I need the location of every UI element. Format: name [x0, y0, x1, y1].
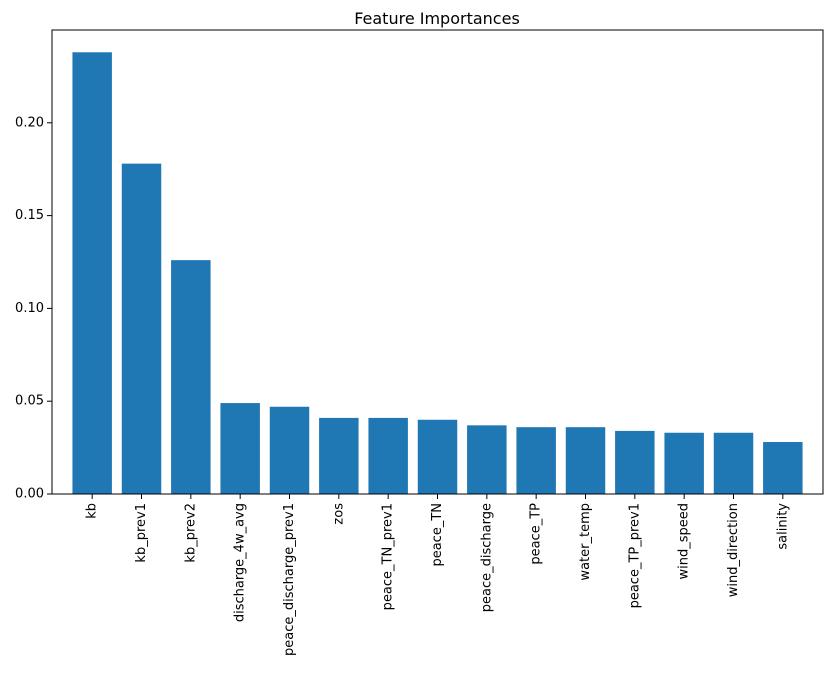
y-tick-label: 0.20	[15, 115, 44, 130]
bar-peace_TP	[516, 427, 556, 494]
x-tick-label: kb_prev1	[134, 503, 149, 563]
x-tick-label: salinity	[775, 503, 790, 550]
y-axis: 0.00 0.05 0.10 0.15 0.20	[15, 115, 52, 502]
x-tick-label: zos	[331, 503, 346, 525]
x-axis: kb kb_prev1 kb_prev2 discharge_4w_avg peace_…	[85, 494, 790, 656]
x-tick-label: peace_discharge_prev1	[282, 503, 297, 656]
bar-kb_prev1	[121, 163, 162, 494]
y-tick-label: 0.10	[15, 301, 44, 316]
x-tick-label: discharge_4w_avg	[233, 503, 248, 622]
x-tick-label: peace_TN_prev1	[381, 503, 396, 610]
y-tick-label: 0.05	[15, 394, 44, 409]
bar-peace_TN	[417, 419, 458, 494]
bar-peace_discharge	[467, 425, 507, 494]
bar-salinity	[763, 442, 803, 494]
x-tick-label: kb	[85, 503, 100, 519]
bar-wind_direction	[713, 432, 754, 494]
x-tick-label: water_temp	[578, 503, 593, 581]
chart-title: Feature Importances	[354, 9, 520, 28]
y-tick-label: 0.00	[15, 487, 44, 502]
bar-wind_speed	[664, 432, 704, 494]
x-tick-label: wind_direction	[726, 503, 741, 597]
x-tick-label: kb_prev2	[183, 503, 198, 563]
x-tick-label: peace_TP_prev1	[627, 503, 642, 608]
bar-discharge_4w_avg	[220, 403, 260, 494]
bar-peace_TP_prev1	[615, 430, 655, 494]
bar-kb	[72, 52, 112, 494]
x-tick-label: peace_TP	[529, 503, 544, 565]
x-tick-label: wind_speed	[677, 503, 692, 580]
y-tick-label: 0.15	[15, 208, 44, 223]
x-tick-label: peace_TN	[430, 503, 445, 567]
plot-frame	[51, 29, 824, 495]
bar-peace_discharge_prev1	[269, 406, 310, 494]
bar-zos	[319, 417, 359, 494]
bars-group	[72, 52, 803, 494]
bar-kb_prev2	[171, 260, 211, 494]
x-tick-label: peace_discharge	[479, 503, 494, 612]
bar-water_temp	[565, 427, 606, 494]
bar-peace_TN_prev1	[368, 417, 408, 494]
